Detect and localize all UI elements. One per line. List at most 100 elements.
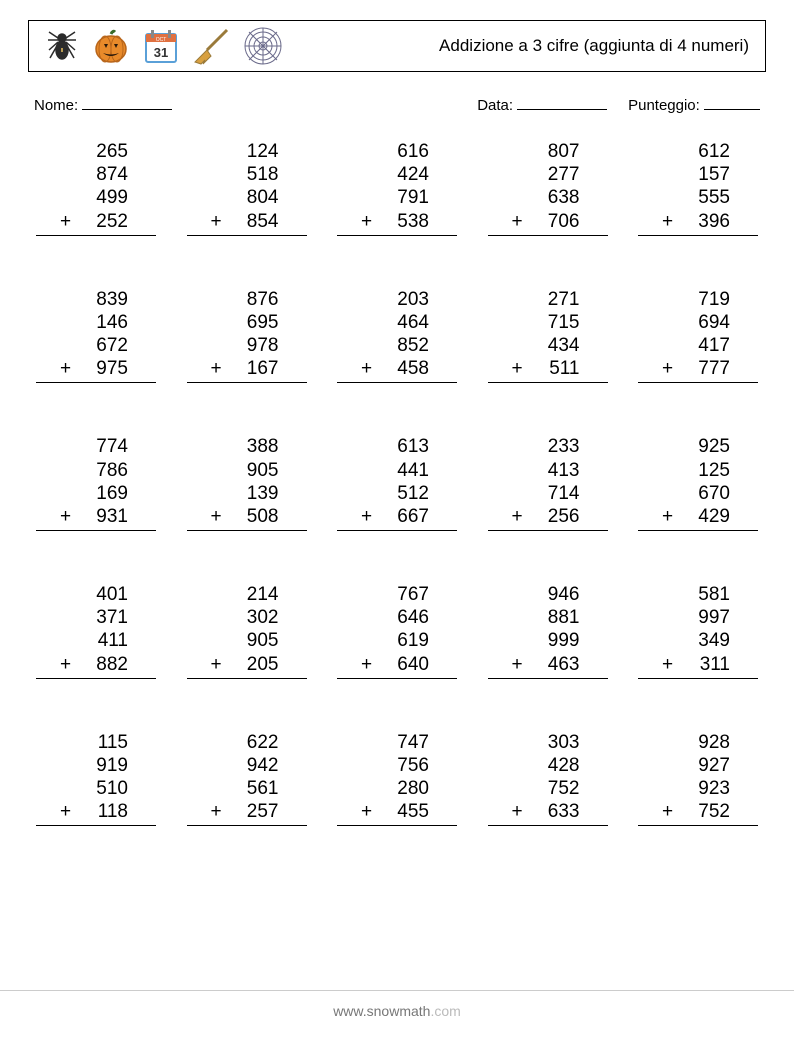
header-icons: OCT 31 (45, 26, 283, 66)
addend: 925 (638, 435, 758, 458)
problem-row: 115919510+118622942561+257747756280+4553… (36, 731, 758, 827)
addend: 371 (36, 606, 156, 629)
addition-problem: 928927923+752 (638, 731, 758, 827)
plus-sign: + (337, 357, 372, 380)
last-addend: +633 (488, 800, 608, 826)
addition-problem: 616424791+538 (337, 140, 457, 236)
last-addend: +455 (337, 800, 457, 826)
addend: 928 (638, 731, 758, 754)
addend: 804 (187, 186, 307, 209)
addend: 786 (36, 459, 156, 482)
addend-value: 311 (700, 654, 730, 675)
last-addend: +396 (638, 210, 758, 236)
addend-value: 257 (247, 801, 279, 822)
addition-problem: 839146672+975 (36, 288, 156, 384)
addend: 125 (638, 459, 758, 482)
addend-value: 508 (247, 506, 279, 527)
name-blank[interactable] (82, 94, 172, 110)
addend: 715 (488, 311, 608, 334)
addend: 638 (488, 186, 608, 209)
last-addend: +252 (36, 210, 156, 236)
addend: 157 (638, 163, 758, 186)
addition-problem: 767646619+640 (337, 583, 457, 679)
web-icon (243, 26, 283, 66)
addend: 280 (337, 777, 457, 800)
addend: 169 (36, 482, 156, 505)
addend: 434 (488, 334, 608, 357)
addend: 417 (638, 334, 758, 357)
addend: 271 (488, 288, 608, 311)
addition-problem: 115919510+118 (36, 731, 156, 827)
plus-sign: + (187, 210, 222, 233)
plus-sign: + (187, 800, 222, 823)
addend: 852 (337, 334, 457, 357)
addend: 672 (36, 334, 156, 357)
broom-icon (191, 26, 231, 66)
plus-sign: + (187, 505, 222, 528)
last-addend: +511 (488, 357, 608, 383)
calendar-icon: OCT 31 (143, 26, 179, 66)
problem-row: 401371411+882214302905+205767646619+6409… (36, 583, 758, 679)
addend-value: 752 (698, 801, 730, 822)
addend: 622 (187, 731, 307, 754)
addend: 561 (187, 777, 307, 800)
addition-problem: 622942561+257 (187, 731, 307, 827)
addend: 265 (36, 140, 156, 163)
last-addend: +752 (638, 800, 758, 826)
addend: 694 (638, 311, 758, 334)
plus-sign: + (488, 653, 523, 676)
addend: 581 (638, 583, 758, 606)
last-addend: +667 (337, 505, 457, 531)
plus-sign: + (337, 210, 372, 233)
addend: 349 (638, 629, 758, 652)
addend: 464 (337, 311, 457, 334)
plus-sign: + (187, 653, 222, 676)
addend-value: 205 (247, 654, 279, 675)
addend: 233 (488, 435, 608, 458)
info-row: Nome: Data: Punteggio: (28, 72, 766, 114)
addend: 670 (638, 482, 758, 505)
spider-icon (45, 26, 79, 66)
problem-row: 774786169+931388905139+508613441512+6672… (36, 435, 758, 531)
addend-value: 463 (548, 654, 580, 675)
last-addend: +311 (638, 653, 758, 679)
plus-sign: + (36, 800, 71, 823)
addend-value: 458 (397, 358, 429, 379)
last-addend: +975 (36, 357, 156, 383)
addend: 719 (638, 288, 758, 311)
date-blank[interactable] (517, 94, 607, 110)
addition-problem: 925125670+429 (638, 435, 758, 531)
addend-value: 633 (548, 801, 580, 822)
plus-sign: + (638, 800, 673, 823)
addend: 428 (488, 754, 608, 777)
addend: 441 (337, 459, 457, 482)
score-blank[interactable] (704, 94, 760, 110)
plus-sign: + (36, 357, 71, 380)
last-addend: +118 (36, 800, 156, 826)
plus-sign: + (638, 505, 673, 528)
last-addend: +458 (337, 357, 457, 383)
addend: 303 (488, 731, 608, 754)
addition-problem: 124518804+854 (187, 140, 307, 236)
footer: www.snowmath.com (0, 990, 794, 1019)
addend: 839 (36, 288, 156, 311)
plus-sign: + (36, 653, 71, 676)
addend: 146 (36, 311, 156, 334)
last-addend: +538 (337, 210, 457, 236)
addend: 115 (36, 731, 156, 754)
addition-problem: 581997349+311 (638, 583, 758, 679)
addition-problem: 719694417+777 (638, 288, 758, 384)
addend: 214 (187, 583, 307, 606)
addend: 555 (638, 186, 758, 209)
problems-grid: 265874499+252124518804+854616424791+5388… (28, 114, 766, 826)
addition-problem: 946881999+463 (488, 583, 608, 679)
addend: 616 (337, 140, 457, 163)
addend: 767 (337, 583, 457, 606)
plus-sign: + (488, 210, 523, 233)
addend: 518 (187, 163, 307, 186)
addition-problem: 613441512+667 (337, 435, 457, 531)
addend: 646 (337, 606, 457, 629)
plus-sign: + (488, 800, 523, 823)
addend: 411 (36, 629, 156, 652)
last-addend: +882 (36, 653, 156, 679)
